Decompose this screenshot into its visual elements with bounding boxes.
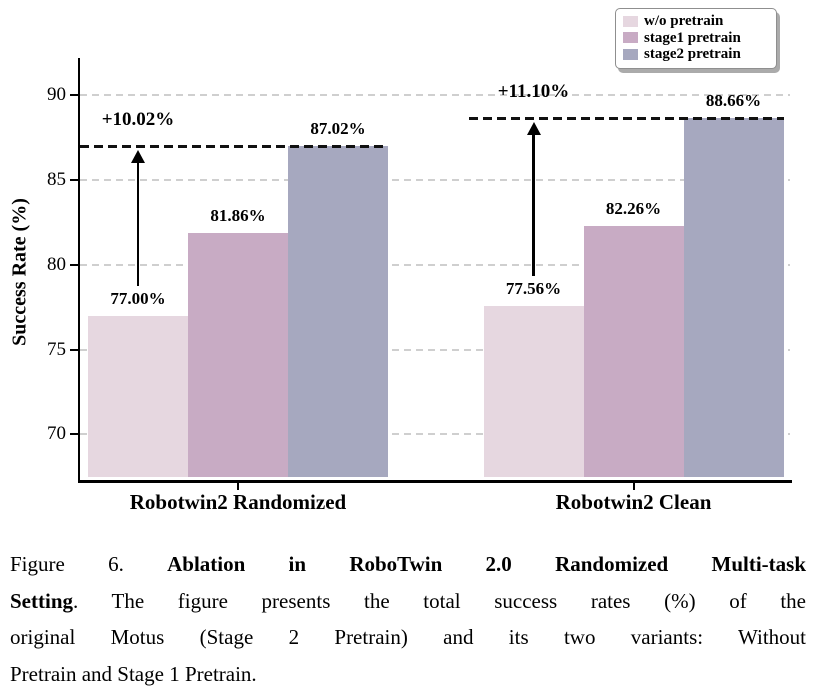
caption-text: Pretrain and Stage 1 Pretrain. (10, 662, 257, 687)
bar (188, 233, 288, 477)
legend-item: w/o pretrain (623, 13, 770, 30)
bar (88, 315, 188, 477)
bar (288, 145, 388, 477)
legend-label: stage2 pretrain (644, 46, 741, 63)
legend-item: stage2 pretrain (623, 46, 770, 63)
y-tick-label: 75 (47, 338, 66, 360)
caption-bold-text: Setting (10, 588, 73, 613)
y-axis-spine (78, 58, 80, 483)
y-axis-label: Success Rate (%) (8, 198, 31, 346)
bar (683, 117, 784, 477)
caption-bold-text: Ablation in RoboTwin 2.0 Randomized Mult… (167, 552, 806, 576)
legend-label: stage1 pretrain (644, 29, 741, 46)
caption-line: original Motus (Stage 2 Pretrain) and it… (10, 619, 806, 656)
caption-line: Figure 6. Ablation in RoboTwin 2.0 Rando… (10, 546, 806, 583)
legend-swatch (623, 48, 638, 60)
gridline (80, 263, 790, 266)
bar-value-label: 82.26% (605, 199, 662, 219)
x-tick-mark (632, 480, 635, 490)
caption-text: Figure 6. (10, 552, 168, 576)
x-axis-spine (78, 480, 792, 483)
caption-line: Pretrain and Stage 1 Pretrain. (10, 656, 806, 693)
bar-value-label: 88.66% (705, 90, 762, 110)
legend-item: stage1 pretrain (623, 30, 770, 47)
category-label: Robotwin2 Randomized (129, 490, 347, 514)
annotation-label: +10.02% (101, 108, 175, 130)
success-rate-chart: 70 75 80 85 90 77.00% 81.86% 87.02% Robotwin2 Ra… (8, 8, 792, 514)
arrow-head-icon (526, 121, 541, 135)
gridline (80, 348, 790, 351)
y-tick-mark (70, 348, 78, 351)
y-tick-label: 80 (47, 253, 66, 275)
bar (483, 306, 584, 477)
annotation-label: +11.10% (497, 80, 570, 102)
annotation-dashed-line (80, 144, 388, 148)
y-tick-label: 90 (47, 84, 66, 106)
y-tick-mark (70, 94, 78, 97)
annotation-arrow (131, 149, 145, 286)
y-tick-label: 70 (47, 423, 66, 445)
legend-swatch (623, 32, 638, 44)
gridline (80, 433, 790, 436)
caption-text: original Motus (Stage 2 Pretrain) and it… (10, 625, 806, 650)
arrow-head-icon (131, 149, 145, 163)
annotation-dashed-line (468, 116, 784, 120)
bar-value-label: 77.56% (505, 279, 562, 299)
bar-value-label: 81.86% (210, 206, 266, 226)
caption-line: Setting. The figure presents the total s… (10, 583, 806, 620)
bar (583, 226, 684, 477)
arrow-shaft (136, 158, 140, 286)
category-label: Robotwin2 Clean (555, 490, 712, 514)
y-tick-label: 85 (47, 169, 66, 191)
x-tick-mark (237, 480, 239, 490)
legend-label: w/o pretrain (644, 13, 724, 30)
bar-value-label: 87.02% (310, 118, 366, 138)
y-tick-mark (70, 433, 78, 436)
bar-value-label: 77.00% (110, 288, 166, 308)
chart-legend: w/o pretrain stage1 pretrain stage2 pretra… (615, 8, 777, 69)
gridline (80, 179, 790, 182)
caption-text: . The figure presents the total success … (73, 588, 806, 613)
gridline (80, 94, 790, 97)
y-tick-mark (70, 263, 78, 266)
legend-swatch (623, 15, 638, 27)
y-tick-mark (70, 179, 78, 182)
plot-area: 70 75 80 85 90 77.00% 81.86% 87.02% Robotwin2 Ra… (47, 58, 792, 514)
figure-caption: Figure 6. Ablation in RoboTwin 2.0 Rando… (10, 546, 806, 693)
arrow-shaft (532, 130, 535, 277)
annotation-arrow (526, 121, 541, 277)
